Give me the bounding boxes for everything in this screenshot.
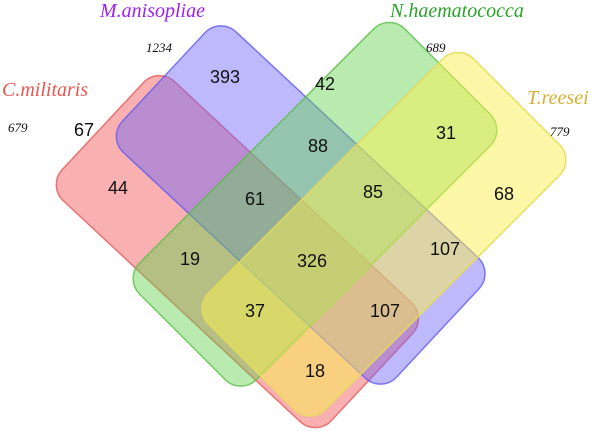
- region-count: 44: [108, 178, 128, 198]
- region-count: 67: [74, 120, 94, 140]
- set-total: 1234: [146, 40, 173, 55]
- region-count: 68: [494, 184, 514, 204]
- region-count: 37: [245, 301, 265, 321]
- region-count: 19: [180, 249, 200, 269]
- region-count: 107: [370, 301, 400, 321]
- set-name: M.anisopliae: [99, 0, 205, 22]
- region-count: 31: [436, 123, 456, 143]
- region-count: 85: [363, 182, 383, 202]
- region-count: 61: [245, 189, 265, 209]
- region-count: 393: [210, 67, 240, 87]
- region-count: 107: [430, 239, 460, 259]
- set-name: N.haematococca: [389, 0, 524, 22]
- region-count: 42: [315, 74, 335, 94]
- region-count: 18: [305, 361, 325, 381]
- set-total: 689: [426, 40, 446, 55]
- region-count: 88: [308, 136, 328, 156]
- set-total: 779: [550, 124, 570, 139]
- set-name: C.militaris: [2, 79, 88, 101]
- set-yellow: [201, 51, 567, 417]
- region-count: 326: [297, 251, 327, 271]
- set-name: T.reesei: [527, 87, 589, 109]
- set-total: 679: [8, 120, 28, 135]
